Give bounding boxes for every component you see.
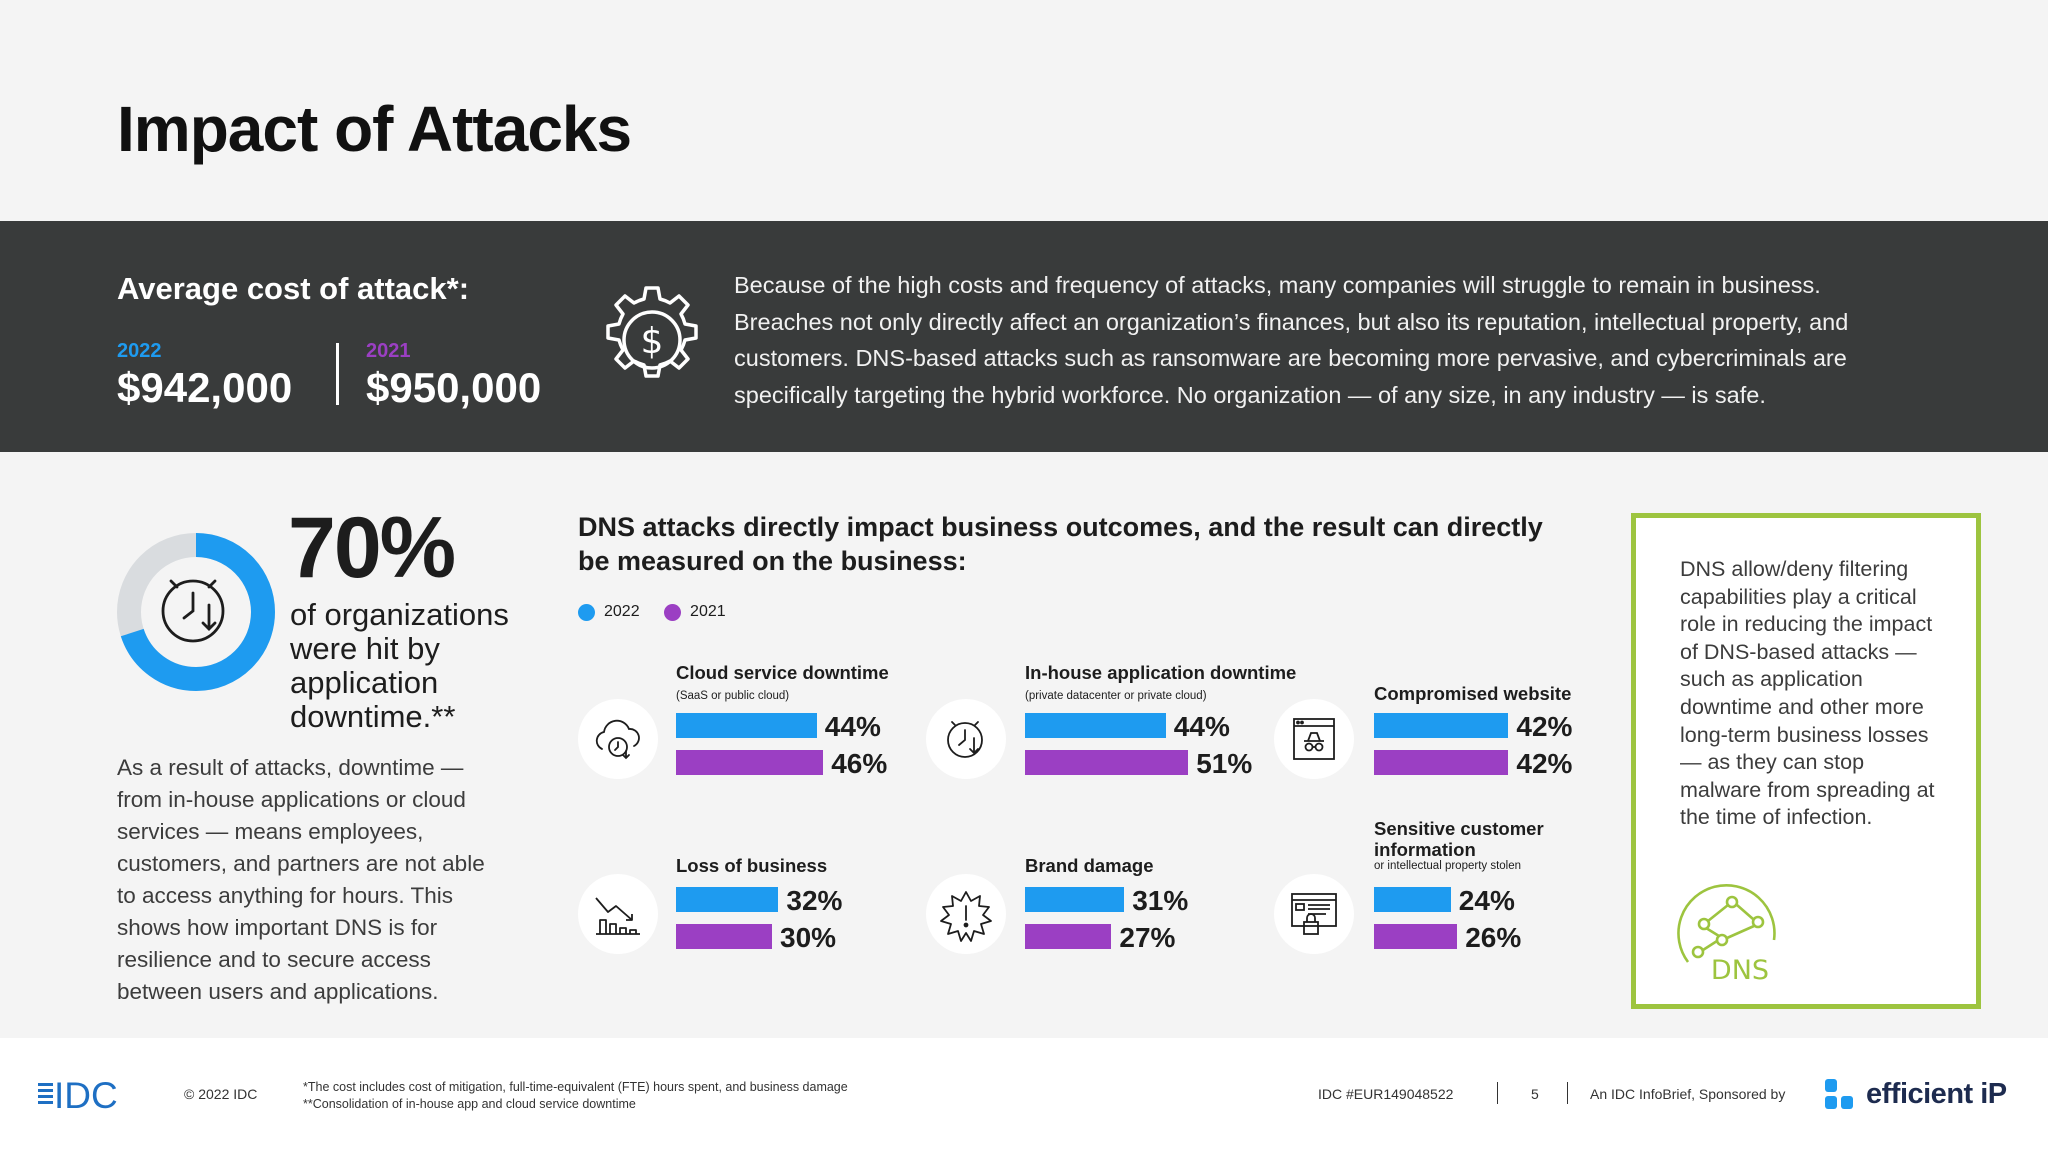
- bar-2021-sensitive-customer-information: [1374, 924, 1458, 949]
- chart-legend: 2022 2021: [578, 603, 746, 626]
- sponsor-text: An IDC InfoBrief, Sponsored by: [1590, 1086, 1786, 1102]
- bar-value-2022-sensitive-customer-information: 24%: [1458, 885, 1515, 916]
- legend-swatch-2021: [664, 603, 682, 621]
- page-title: Impact of Attacks: [117, 93, 632, 165]
- bar-value-2021-brand-damage: 27%: [1119, 922, 1176, 953]
- bar-value-2021-loss-of-business: 30%: [780, 922, 837, 953]
- declining-chart-icon: [578, 874, 658, 954]
- svg-text:DNS: DNS: [1711, 955, 1769, 986]
- band-paragraph: Because of the high costs and frequency …: [734, 272, 1849, 408]
- footnote-cost: *The cost includes cost of mitigation, f…: [303, 1080, 848, 1094]
- spy-browser-icon: [1274, 699, 1354, 779]
- legend-label-2021: 2021: [690, 603, 726, 620]
- bar-value-2021-sensitive-customer-information: 26%: [1465, 922, 1522, 953]
- cost-2022-value: $942,000: [117, 364, 293, 411]
- downtime-paragraph: As a result of attacks, downtime — from …: [117, 755, 485, 1004]
- bar-label-loss-of-business: Loss of business: [676, 855, 828, 876]
- average-cost-label: Average cost of attack*:: [117, 271, 470, 306]
- svg-text:IDC: IDC: [54, 1076, 118, 1112]
- legend-item-2021: 2021: [664, 603, 726, 621]
- legend-label-2022: 2022: [604, 603, 640, 620]
- callout-text: DNS allow/deny filtering capabilities pl…: [1680, 557, 1935, 830]
- bar-sublabel-sensitive-customer-information: or intellectual property stolen: [1374, 860, 1522, 872]
- bar-label-in-house-application-downtime: In-house application downtime: [1025, 662, 1297, 683]
- bar-2022-sensitive-customer-information: [1374, 887, 1451, 912]
- bar-2021-in-house-application-downtime: [1025, 750, 1189, 775]
- donut-fill-arc: [117, 533, 275, 691]
- chart-title: DNS attacks directly impact business out…: [578, 512, 1543, 576]
- alert-burst-icon: [926, 874, 1006, 954]
- efficient-ip-logo-mark: [1825, 1079, 1853, 1109]
- bar-value-2022-compromised-website: 42%: [1516, 711, 1573, 742]
- bar-2021-loss-of-business: [676, 924, 772, 949]
- bar-sublabel-in-house-application-downtime: (private datacenter or private cloud): [1025, 690, 1207, 702]
- year-2021-label: 2021: [366, 340, 411, 362]
- dns-filtering-callout: DNS allow/deny filtering capabilities pl…: [1631, 513, 1981, 1009]
- cloud-clock-icon: [578, 699, 658, 779]
- footer: IDC © 2022 IDC *The cost includes cost o…: [0, 1038, 2048, 1152]
- bar-label-brand-damage: Brand damage: [1025, 855, 1154, 876]
- bar-label-compromised-website: Compromised website: [1374, 683, 1572, 704]
- downtime-donut: [117, 533, 275, 691]
- efficient-ip-logo: efficient iP: [1866, 1078, 2007, 1110]
- clock-icon: [161, 579, 225, 643]
- cost-band: Average cost of attack*: 2022 2021 $942,…: [0, 221, 2048, 452]
- bar-value-2021-compromised-website: 42%: [1516, 748, 1573, 779]
- footer-divider: [1497, 1082, 1498, 1104]
- clock-icon: [926, 699, 1006, 779]
- cost-2021-value: $950,000: [366, 364, 542, 411]
- bar-2022-brand-damage: [1025, 887, 1125, 912]
- svg-text:$: $: [641, 321, 664, 362]
- bar-value-2022-loss-of-business: 32%: [786, 885, 843, 916]
- bar-2021-brand-damage: [1025, 924, 1112, 949]
- bar-value-2022-in-house-application-downtime: 44%: [1173, 711, 1230, 742]
- dns-network-icon: DNS: [1677, 884, 1776, 986]
- idc-logo: IDC: [38, 1076, 118, 1112]
- legend-swatch-2022: [578, 603, 595, 621]
- downtime-percent: 70%: [288, 500, 456, 596]
- document-reference: IDC #EUR149048522: [1318, 1086, 1454, 1102]
- bar-sublabel-cloud-service-downtime: (SaaS or public cloud): [676, 690, 790, 702]
- year-2022-label: 2022: [117, 340, 162, 362]
- bar-label-sensitive-customer-information: Sensitive customer information: [1374, 818, 1544, 860]
- bar-2022-cloud-service-downtime: [676, 713, 817, 738]
- footnotes: *The cost includes cost of mitigation, f…: [303, 1079, 848, 1113]
- bar-2022-in-house-application-downtime: [1025, 713, 1166, 738]
- cost-divider: [336, 343, 339, 405]
- bar-2021-compromised-website: [1374, 750, 1509, 775]
- bar-value-2022-cloud-service-downtime: 44%: [824, 711, 881, 742]
- footer-divider: [1567, 1082, 1568, 1104]
- bar-value-2022-brand-damage: 31%: [1132, 885, 1189, 916]
- locked-document-icon: [1274, 874, 1354, 954]
- bar-value-2021-cloud-service-downtime: 46%: [831, 748, 888, 779]
- page-number: 5: [1531, 1086, 1539, 1102]
- copyright: © 2022 IDC: [184, 1086, 258, 1102]
- downtime-description: of organizations were hit by application…: [290, 597, 509, 734]
- footnote-downtime: **Consolidation of in-house app and clou…: [303, 1097, 636, 1111]
- bar-label-cloud-service-downtime: Cloud service downtime: [676, 662, 889, 683]
- bar-2021-cloud-service-downtime: [676, 750, 824, 775]
- bar-2022-compromised-website: [1374, 713, 1509, 738]
- bar-2022-loss-of-business: [676, 887, 779, 912]
- dollar-gear-icon: $: [606, 286, 698, 378]
- legend-item-2022: 2022: [578, 603, 640, 621]
- bar-value-2021-in-house-application-downtime: 51%: [1196, 748, 1253, 779]
